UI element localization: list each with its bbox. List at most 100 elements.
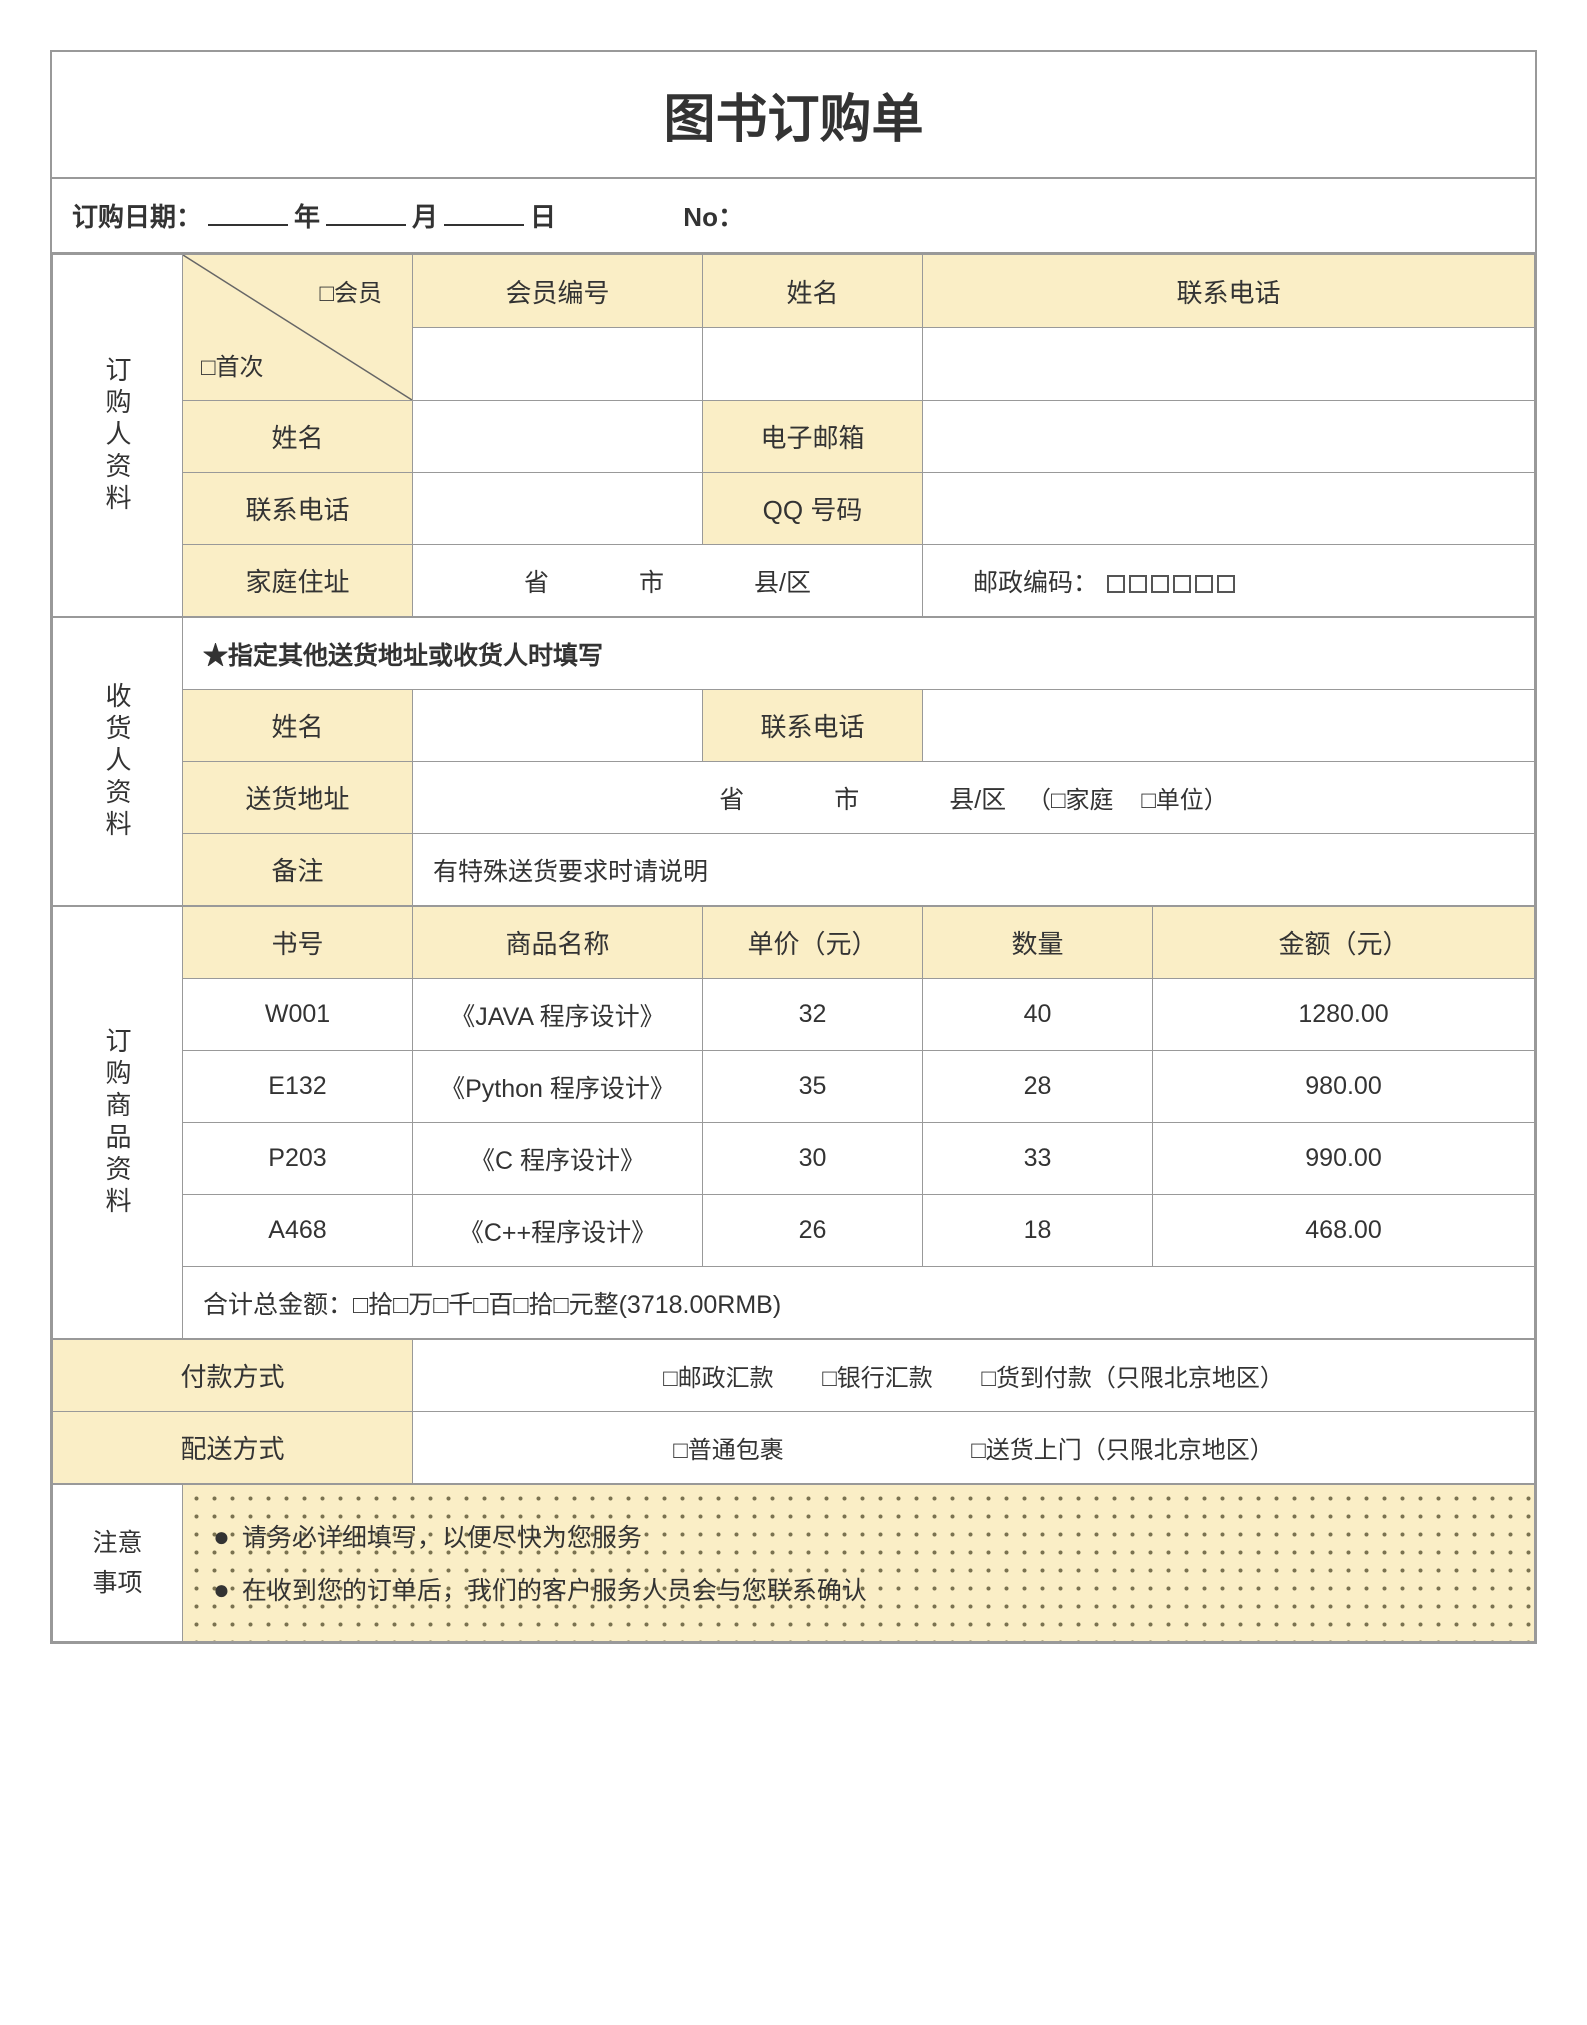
cell-amount: 990.00: [1153, 1123, 1535, 1195]
notice-label-line1: 注意: [92, 1529, 142, 1557]
member-checkbox[interactable]: □会员: [320, 273, 383, 308]
buyer-name-input-2[interactable]: [413, 401, 703, 473]
buyer-phone-input-1[interactable]: [923, 328, 1535, 401]
county-unit: 县/区: [754, 569, 811, 597]
buyer-phone-label: 联系电话: [183, 473, 413, 545]
form-title: 图书订购单: [52, 52, 1535, 179]
receiver-name-label: 姓名: [183, 690, 413, 762]
cell-name: 《C++程序设计》: [413, 1195, 703, 1267]
cell-amount: 468.00: [1153, 1195, 1535, 1267]
postal-box-3[interactable]: [1151, 575, 1169, 593]
order-form: 图书订购单 订购日期：年月日 No： 订购人资料 □会员 □首次 会员编号 姓名…: [50, 50, 1537, 1644]
product-row: W001 《JAVA 程序设计》 32 40 1280.00: [53, 979, 1535, 1051]
date-label: 订购日期：: [72, 202, 202, 232]
deliv-addr-input[interactable]: 省市县/区 （□家庭 □单位）: [413, 762, 1535, 834]
postal-box-5[interactable]: [1195, 575, 1213, 593]
payment-opt-cod[interactable]: □货到付款（只限北京地区）: [981, 1365, 1284, 1392]
receiver-note: ★指定其他送货地址或收货人时填写: [183, 618, 1535, 690]
home-addr-label: 家庭住址: [183, 545, 413, 617]
year-blank[interactable]: [208, 224, 288, 226]
cell-code: W001: [183, 979, 413, 1051]
postal-box-6[interactable]: [1217, 575, 1235, 593]
cell-code: A468: [183, 1195, 413, 1267]
payment-table: 付款方式 □邮政汇款 □银行汇款 □货到付款（只限北京地区） 配送方式 □普通包…: [52, 1339, 1535, 1484]
cell-name: 《C 程序设计》: [413, 1123, 703, 1195]
receiver-table: 收货人资料 ★指定其他送货地址或收货人时填写 姓名 联系电话 送货地址 省市县/…: [52, 617, 1535, 906]
cell-name: 《JAVA 程序设计》: [413, 979, 703, 1051]
city-unit: 市: [639, 569, 664, 597]
phone-header: 联系电话: [923, 255, 1535, 328]
postal-label: 邮政编码：: [973, 569, 1098, 597]
cell-code: P203: [183, 1123, 413, 1195]
cell-price: 35: [703, 1051, 923, 1123]
product-row: A468 《C++程序设计》 26 18 468.00: [53, 1195, 1535, 1267]
year-unit: 年: [294, 202, 320, 232]
total-amount: 合计总金额：□拾□万□千□百□拾□元整(3718.00RMB): [183, 1267, 1535, 1339]
notice-content: ● 请务必详细填写，以便尽快为您服务 ● 在收到您的订单后，我们的客户服务人员会与您…: [183, 1485, 1535, 1642]
province-city-county[interactable]: 省 市 县/区: [413, 545, 923, 617]
col-price: 单价（元）: [703, 907, 923, 979]
receiver-phone-input[interactable]: [923, 690, 1535, 762]
products-table: 订购商品资料 书号 商品名称 单价（元） 数量 金额（元） W001 《JAVA…: [52, 906, 1535, 1339]
receiver-name-input[interactable]: [413, 690, 703, 762]
member-diag-cell: □会员 □首次: [183, 255, 413, 401]
cell-name: 《Python 程序设计》: [413, 1051, 703, 1123]
remark-hint[interactable]: 有特殊送货要求时请说明: [413, 834, 1535, 906]
delivery-opt-parcel[interactable]: □普通包裹: [673, 1437, 784, 1464]
month-blank[interactable]: [326, 224, 406, 226]
prov-unit: 省: [524, 569, 549, 597]
payment-label: 付款方式: [53, 1340, 413, 1412]
postal-box-2[interactable]: [1129, 575, 1147, 593]
delivery-options: □普通包裹 □送货上门（只限北京地区）: [413, 1412, 1535, 1484]
col-code: 书号: [183, 907, 413, 979]
bullet-icon: ●: [213, 1574, 230, 1605]
receiver-phone-label: 联系电话: [703, 690, 923, 762]
receiver-section-label: 收货人资料: [53, 618, 183, 906]
first-time-checkbox[interactable]: □首次: [201, 347, 264, 382]
notice-table: 注意 事项 ● 请务必详细填写，以便尽快为您服务 ● 在收到您的订单后，我们的客户服…: [52, 1484, 1535, 1642]
buyer-table: 订购人资料 □会员 □首次 会员编号 姓名 联系电话 姓名 电子邮箱 联系电话 …: [52, 254, 1535, 617]
cell-qty: 28: [923, 1051, 1153, 1123]
notice-label-line2: 事项: [92, 1569, 142, 1597]
work-opt-checkbox[interactable]: □单位）: [1141, 787, 1228, 814]
day-blank[interactable]: [444, 224, 524, 226]
buyer-name-label: 姓名: [183, 401, 413, 473]
cell-code: E132: [183, 1051, 413, 1123]
qq-label: QQ 号码: [703, 473, 923, 545]
cell-price: 30: [703, 1123, 923, 1195]
email-label: 电子邮箱: [703, 401, 923, 473]
payment-opt-bank[interactable]: □银行汇款: [822, 1365, 933, 1392]
day-unit: 日: [530, 202, 556, 232]
deliv-addr-label: 送货地址: [183, 762, 413, 834]
cell-qty: 40: [923, 979, 1153, 1051]
buyer-name-input-1[interactable]: [703, 328, 923, 401]
notice-line-1: 请务必详细填写，以便尽快为您服务: [242, 1524, 642, 1552]
buyer-phone-input-2[interactable]: [413, 473, 703, 545]
col-name: 商品名称: [413, 907, 703, 979]
r-city: 市: [834, 786, 859, 814]
cell-amount: 980.00: [1153, 1051, 1535, 1123]
name-header: 姓名: [703, 255, 923, 328]
r-county: 县/区: [949, 786, 1006, 814]
cell-qty: 18: [923, 1195, 1153, 1267]
product-row: P203 《C 程序设计》 30 33 990.00: [53, 1123, 1535, 1195]
payment-options: □邮政汇款 □银行汇款 □货到付款（只限北京地区）: [413, 1340, 1535, 1412]
buyer-section-label: 订购人资料: [53, 255, 183, 617]
remark-label: 备注: [183, 834, 413, 906]
home-opt-checkbox[interactable]: （□家庭: [1027, 787, 1114, 814]
product-row: E132 《Python 程序设计》 35 28 980.00: [53, 1051, 1535, 1123]
postal-code-field[interactable]: 邮政编码：: [923, 545, 1535, 617]
member-no-header: 会员编号: [413, 255, 703, 328]
payment-opt-postal[interactable]: □邮政汇款: [663, 1365, 774, 1392]
qq-input[interactable]: [923, 473, 1535, 545]
cell-price: 26: [703, 1195, 923, 1267]
no-label: No：: [683, 202, 744, 232]
delivery-opt-door[interactable]: □送货上门（只限北京地区）: [971, 1437, 1274, 1464]
bullet-icon: ●: [213, 1521, 230, 1552]
notice-line-2: 在收到您的订单后，我们的客户服务人员会与您联系确认: [242, 1577, 867, 1605]
postal-box-4[interactable]: [1173, 575, 1191, 593]
member-no-input[interactable]: [413, 328, 703, 401]
email-input[interactable]: [923, 401, 1535, 473]
postal-box-1[interactable]: [1107, 575, 1125, 593]
col-qty: 数量: [923, 907, 1153, 979]
